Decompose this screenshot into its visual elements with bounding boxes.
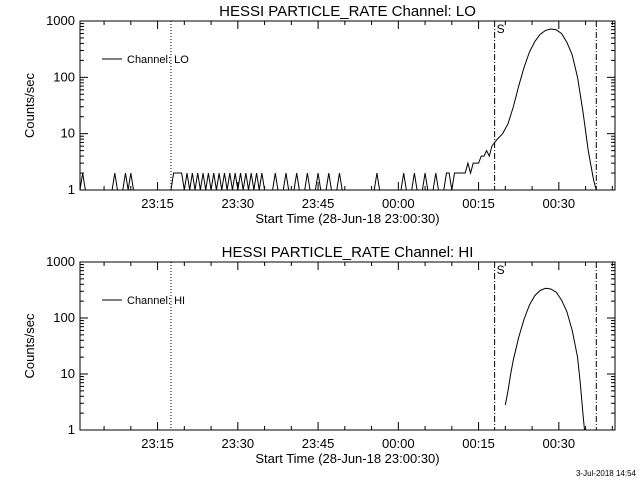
chart-panel-1: HESSI PARTICLE_RATE Channel: LO Start Tim… <box>22 3 616 226</box>
chart-panel-2: HESSI PARTICLE_RATE Channel: HI Start Tim… <box>22 244 616 466</box>
y-tick-label: 1 <box>68 182 75 197</box>
x-tick-label: 00:00 <box>382 436 415 451</box>
x-tick-label: 23:30 <box>222 196 255 211</box>
series-line <box>504 287 585 431</box>
annotation-label: S <box>497 263 505 277</box>
y-axis-label: Counts/sec <box>22 313 37 379</box>
x-tick-label: 00:30 <box>543 436 576 451</box>
x-tick-label: 00:30 <box>543 196 576 211</box>
x-tick-label: 23:15 <box>141 436 174 451</box>
annotation-label: S <box>497 22 505 36</box>
y-tick-label: 1000 <box>46 254 75 269</box>
x-axis-label: Start Time (28-Jun-18 23:00:30) <box>255 211 439 226</box>
plot-frame <box>79 20 616 191</box>
legend-label: Channel: HI <box>127 295 185 307</box>
chart-title: HESSI PARTICLE_RATE Channel: HI <box>222 244 474 261</box>
y-tick-label: 1000 <box>46 13 75 28</box>
y-tick-label: 1 <box>68 422 75 437</box>
x-tick-label: 00:00 <box>382 196 415 211</box>
x-tick-label: 00:15 <box>462 196 495 211</box>
x-tick-label: 00:15 <box>462 436 495 451</box>
x-tick-label: 23:30 <box>222 436 255 451</box>
series-line <box>79 28 597 191</box>
x-tick-label: 23:45 <box>302 196 335 211</box>
x-axis-label: Start Time (28-Jun-18 23:00:30) <box>255 451 439 466</box>
chart-title: HESSI PARTICLE_RATE Channel: LO <box>219 3 476 20</box>
plot-frame <box>79 261 616 431</box>
y-tick-label: 100 <box>53 310 75 325</box>
y-tick-label: 100 <box>53 69 75 84</box>
y-axis-label: Counts/sec <box>22 72 37 138</box>
x-tick-label: 23:15 <box>141 196 174 211</box>
y-tick-label: 10 <box>61 366 75 381</box>
legend-label: Channel: LO <box>127 54 189 66</box>
x-tick-label: 23:45 <box>302 436 335 451</box>
y-tick-label: 10 <box>61 126 75 141</box>
timestamp-label: 3-Jul-2018 14:54 <box>576 469 637 478</box>
